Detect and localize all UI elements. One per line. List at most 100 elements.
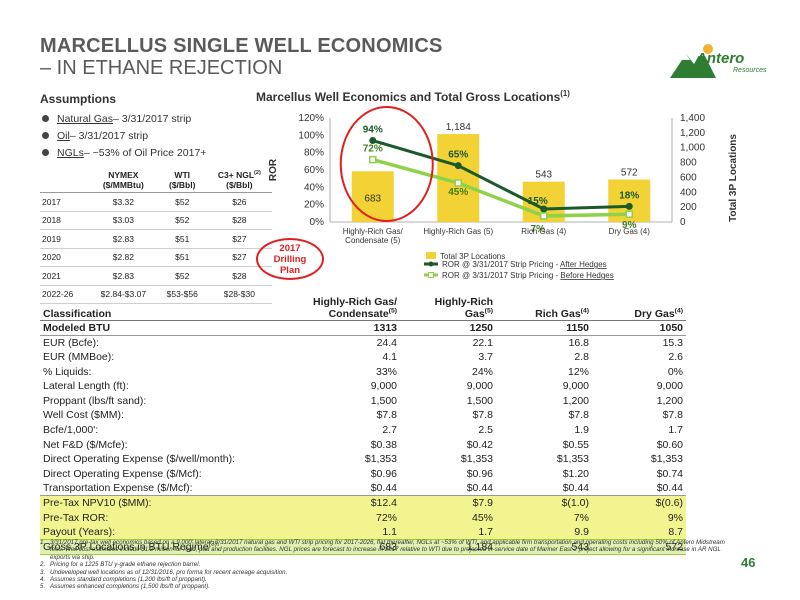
econ-value-cell: 72% (290, 510, 400, 525)
logo-wordmark: Antero (696, 50, 745, 67)
assumption-detail: – 3/31/2017 strip (113, 112, 192, 125)
well-economics-chart: 0% 20% 40% 60% 80% 100% 120% 0 200 400 600 800 1,000… (268, 106, 739, 280)
before-hedges-label: 45% (448, 187, 468, 198)
y-tick-label-right: 0 (680, 217, 686, 228)
after-hedges-point (369, 137, 377, 145)
econ-value-cell: 8.7 (592, 524, 686, 540)
y-tick-label-right: 600 (680, 172, 697, 183)
econ-table-row: Transportation Expense ($/Mcf): $0.44 $0.4… (40, 481, 686, 497)
price-value-cell: $28 (206, 266, 272, 286)
footnote: 1. 3/31/2017 pre-tax well economics based… (40, 539, 725, 561)
price-table-row: 2017 $3.32 $52 $26 (40, 192, 272, 212)
legend-marker (428, 272, 434, 278)
price-value-cell: $51 (157, 248, 207, 267)
econ-row-label: Bcfe/1,000': (43, 423, 99, 436)
econ-value-cell: $0.44 (400, 481, 496, 497)
bullet-icon (42, 149, 49, 156)
footnote: 4. Assumes standard completions (1,200 lb… (40, 576, 207, 584)
after-hedges-label: 65% (448, 150, 468, 161)
y-tick-label-left: 100% (298, 130, 324, 141)
econ-table-row: EUR (Bcfe): 24.4 22.1 16.8 15.3 (40, 335, 686, 350)
econ-value-cell: 9,000 (562, 380, 589, 393)
econ-value-cell: 1050 (592, 320, 686, 336)
assumption-item: Natural Gas – 3/31/2017 strip (40, 110, 206, 127)
econ-value-cell: 1.7 (400, 524, 496, 540)
econ-value-cell: $0.44 (290, 481, 400, 497)
price-table-row: 2019 $2.83 $51 $27 (40, 229, 272, 249)
econ-value-cell: 1.9 (574, 423, 589, 436)
econ-value-cell: $7.8 (568, 409, 589, 422)
econ-row-label: EUR (MMBoe): (43, 350, 115, 363)
econ-value-cell: 1150 (496, 320, 592, 336)
econ-value-cell: 1250 (400, 320, 496, 336)
econ-value-cell: 15.3 (662, 336, 683, 349)
econ-value-cell: $7.8 (662, 409, 683, 422)
price-value-cell: $2.83 (89, 229, 158, 249)
y-tick-label-right: 1,400 (680, 113, 705, 124)
assumptions-title: Assumptions (40, 92, 117, 106)
econ-value-cell: $7.9 (400, 495, 496, 511)
econ-value-cell: $0.44 (592, 481, 686, 497)
econ-value-cell: $7.8 (472, 409, 493, 422)
price-table-row: 2021 $2.83 $52 $28 (40, 266, 272, 286)
price-value-cell: $2.82 (89, 248, 158, 267)
after-hedges-point (540, 205, 548, 213)
footnotes: 1. 3/31/2017 pre-tax well economics based… (40, 539, 730, 591)
highlight-oval (339, 106, 434, 222)
y-tick-label-left: 20% (304, 200, 324, 211)
econ-row-label: Pre-Tax ROR: (40, 510, 290, 525)
econ-value-cell: 3.7 (478, 350, 493, 363)
assumption-item: Oil – 3/31/2017 strip (40, 127, 206, 144)
econ-value-cell: 1,500 (466, 394, 493, 407)
price-value-cell: $27 (206, 248, 272, 267)
econ-value-cell: 9,000 (370, 380, 397, 393)
before-hedges-point (540, 212, 548, 220)
footnote: 2. Pricing for a 1225 BTU y-grade ethane … (40, 561, 201, 569)
econ-value-cell: $12.4 (290, 495, 400, 511)
assumption-name: NGLs (57, 146, 84, 159)
y-tick-label-right: 200 (680, 202, 697, 213)
econ-value-cell: 2.5 (478, 423, 493, 436)
econ-row-label: Well Cost ($MM): (43, 409, 124, 422)
before-hedges-point (625, 210, 633, 218)
price-value-cell: $3.32 (89, 192, 158, 212)
before-hedges-point (454, 179, 462, 187)
after-hedges-label: 94% (363, 125, 383, 136)
econ-row-label: Direct Operating Expense ($/well/month): (43, 453, 235, 466)
drilling-plan-callout: 2017 Drilling Plan (256, 238, 324, 280)
legend-label-line: ROR @ 3/31/2017 Strip Pricing - Before H… (442, 271, 614, 280)
econ-table-row: % Liquids: 33% 24% 12% 0% (40, 364, 686, 379)
logo-subtext: Resources (733, 67, 767, 74)
econ-row-label: Transportation Expense ($/Mcf): (40, 481, 290, 497)
price-col-header (40, 168, 89, 193)
title-line-1: MARCELLUS SINGLE WELL ECONOMICS (40, 35, 443, 57)
econ-row-label: % Liquids: (43, 365, 92, 378)
econ-row-label: Proppant (lbs/ft sand): (43, 394, 147, 407)
econ-table-row: Direct Operating Expense ($/Mcf): $0.96 $0… (40, 466, 686, 481)
econ-table-row: Modeled BTU 1313 1250 1150 1050 (40, 320, 686, 336)
location-bar (351, 171, 394, 222)
econ-value-cell: 9,000 (466, 380, 493, 393)
y-tick-label-left: 60% (304, 165, 324, 176)
classification-header: Classification (40, 296, 290, 321)
econ-value-cell: 2.6 (668, 350, 683, 363)
footnote: 3. Undeveloped well locations as of 12/31… (40, 568, 288, 576)
econ-value-cell: $0.42 (466, 438, 493, 451)
econ-value-cell: 572 (592, 538, 686, 555)
econ-value-cell: 2.8 (574, 350, 589, 363)
title-line-2: – IN ETHANE REJECTION (40, 57, 283, 79)
econ-value-cell: 45% (400, 510, 496, 525)
econ-value-cell: 7% (496, 510, 592, 525)
price-col-header: NYMEX ($/MMBtu) (89, 168, 158, 193)
y-tick-label-left: 120% (298, 113, 324, 124)
assumption-name: Natural Gas (57, 112, 114, 125)
after-hedges-label: 18% (619, 190, 639, 201)
after-hedges-label: 15% (528, 196, 548, 207)
assumption-item: NGLs – ~53% of Oil Price 2017+ (40, 144, 206, 161)
price-value-cell: $3.03 (89, 211, 158, 230)
assumption-detail: – 3/31/2017 strip (69, 129, 149, 142)
sun-icon (703, 44, 713, 54)
price-year-cell: 2018 (40, 211, 89, 230)
assumption-detail: – ~53% of Oil Price 2017+ (83, 146, 207, 159)
econ-row-label: Pre-Tax NPV10 ($MM): (40, 495, 290, 511)
